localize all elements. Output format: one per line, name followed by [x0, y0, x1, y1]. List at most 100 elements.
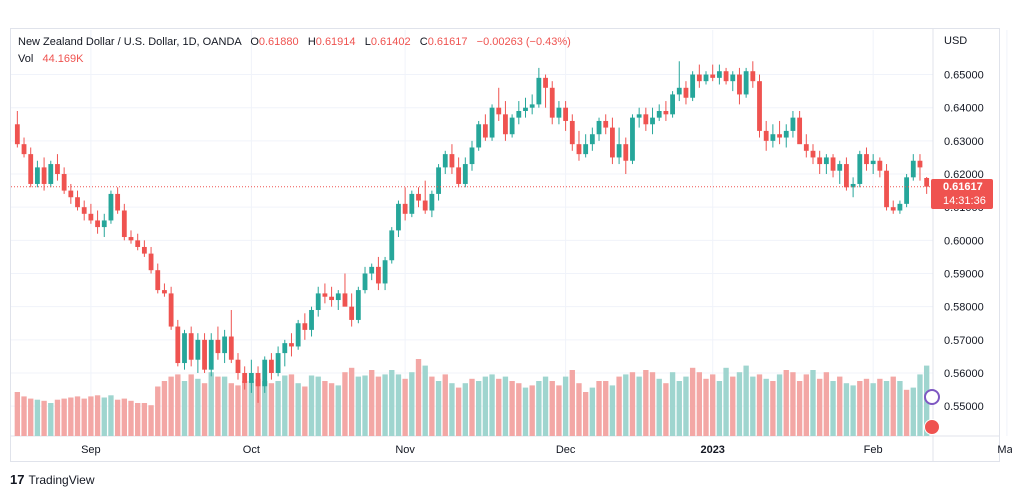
candle-body	[757, 81, 762, 131]
symbol-title: New Zealand Dollar / U.S. Dollar, 1D, OA…	[18, 36, 242, 48]
candle-body	[563, 107, 569, 121]
volume-bar	[375, 376, 382, 436]
close-value: 0.61617	[427, 36, 468, 48]
y-tick-label: 0.56000	[944, 368, 984, 380]
volume-bar	[770, 381, 776, 436]
y-tick-label: 0.59000	[944, 269, 984, 281]
volume-bar	[61, 398, 67, 436]
flag-event-icon[interactable]	[924, 419, 940, 435]
candle-body	[289, 343, 294, 347]
volume-bar	[228, 383, 234, 436]
volume-bar	[629, 372, 636, 436]
y-tick-label: 0.62000	[944, 169, 984, 181]
volume-bar	[743, 365, 749, 436]
candle-body	[108, 193, 114, 221]
candle-body	[710, 74, 716, 78]
volume-bar	[883, 381, 890, 436]
volume-bar	[315, 376, 321, 436]
volume-bar	[442, 374, 448, 436]
tradingview-logo[interactable]: 17 TradingView	[10, 472, 95, 487]
candle-body	[456, 167, 462, 184]
candle-body	[870, 160, 876, 165]
tradingview-logo-mark: 17	[10, 472, 25, 487]
volume-bar	[435, 381, 442, 436]
candle-body	[616, 144, 622, 158]
bar-countdown: 14:31:36	[943, 194, 986, 207]
volume-bar	[562, 376, 569, 436]
y-tick-label: 0.55000	[944, 401, 984, 413]
candle-body	[763, 130, 769, 141]
candle-body	[235, 359, 241, 373]
volume-bar	[429, 376, 435, 436]
volume-bar	[362, 375, 368, 436]
candle-body	[168, 293, 174, 327]
x-tick-label: Mar	[997, 444, 1012, 456]
volume-bar	[910, 387, 916, 436]
volume-bar	[763, 378, 769, 436]
volume-bar	[54, 399, 61, 436]
candle-body	[95, 220, 100, 228]
candle-body	[890, 207, 896, 211]
candle-body	[750, 71, 756, 82]
candle-body	[529, 104, 535, 108]
volume-bar	[221, 376, 228, 436]
volume-bar	[389, 370, 395, 436]
volume-bar	[870, 383, 876, 436]
candle-body	[295, 323, 301, 347]
y-tick-label: 0.63000	[944, 136, 984, 148]
candle-body	[670, 94, 675, 115]
candle-body	[275, 353, 281, 373]
y-tick-label: 0.60000	[944, 235, 984, 247]
volume-bar	[683, 376, 689, 436]
last-price-tag: 0.61617 14:31:36	[931, 178, 993, 209]
volume-bar	[843, 383, 850, 436]
candle-body	[643, 114, 649, 125]
volume-bar	[897, 381, 903, 436]
volume-bar	[455, 387, 462, 436]
candle-body	[603, 120, 609, 128]
volume-bar	[28, 398, 34, 436]
volume-bar	[736, 372, 743, 436]
candle-body	[536, 77, 542, 105]
open-value: 0.61880	[258, 36, 299, 48]
candle-body	[242, 372, 248, 383]
volume-bar	[34, 399, 41, 436]
candle-body	[148, 253, 154, 271]
volume-bar	[74, 396, 81, 436]
volume-bar	[415, 359, 422, 436]
candle-body	[349, 306, 355, 320]
volume-bar	[94, 395, 101, 436]
volume-bar	[803, 374, 809, 436]
close-label: C	[419, 36, 428, 48]
candle-body	[730, 74, 736, 82]
volume-bar	[810, 370, 816, 436]
chart-frame	[10, 28, 1000, 462]
volume-bar	[161, 381, 168, 436]
volume-bar	[776, 374, 783, 436]
volume-bar	[663, 383, 669, 436]
volume-bar	[783, 370, 789, 436]
candle-body	[830, 157, 836, 171]
candle-body	[141, 246, 147, 254]
candle-body	[489, 107, 495, 138]
volume-bar	[342, 372, 348, 436]
candle-body	[877, 160, 883, 171]
candle-body	[837, 164, 843, 171]
volume-bar	[643, 370, 649, 436]
volume-bar	[917, 374, 923, 436]
volume-bar	[114, 399, 121, 436]
volume-bar	[235, 385, 241, 436]
volume-bar	[308, 375, 315, 436]
volume-bar	[14, 392, 21, 436]
candle-body	[101, 220, 107, 228]
volume-bar	[188, 374, 194, 436]
volume-bar	[616, 376, 622, 436]
candle-body	[402, 203, 408, 214]
volume-bar	[830, 381, 836, 436]
candle-body	[315, 293, 321, 310]
volume-bar	[208, 372, 214, 436]
volume-bar	[656, 378, 662, 436]
volume-bar	[282, 375, 288, 436]
lightning-event-icon[interactable]	[924, 389, 940, 405]
